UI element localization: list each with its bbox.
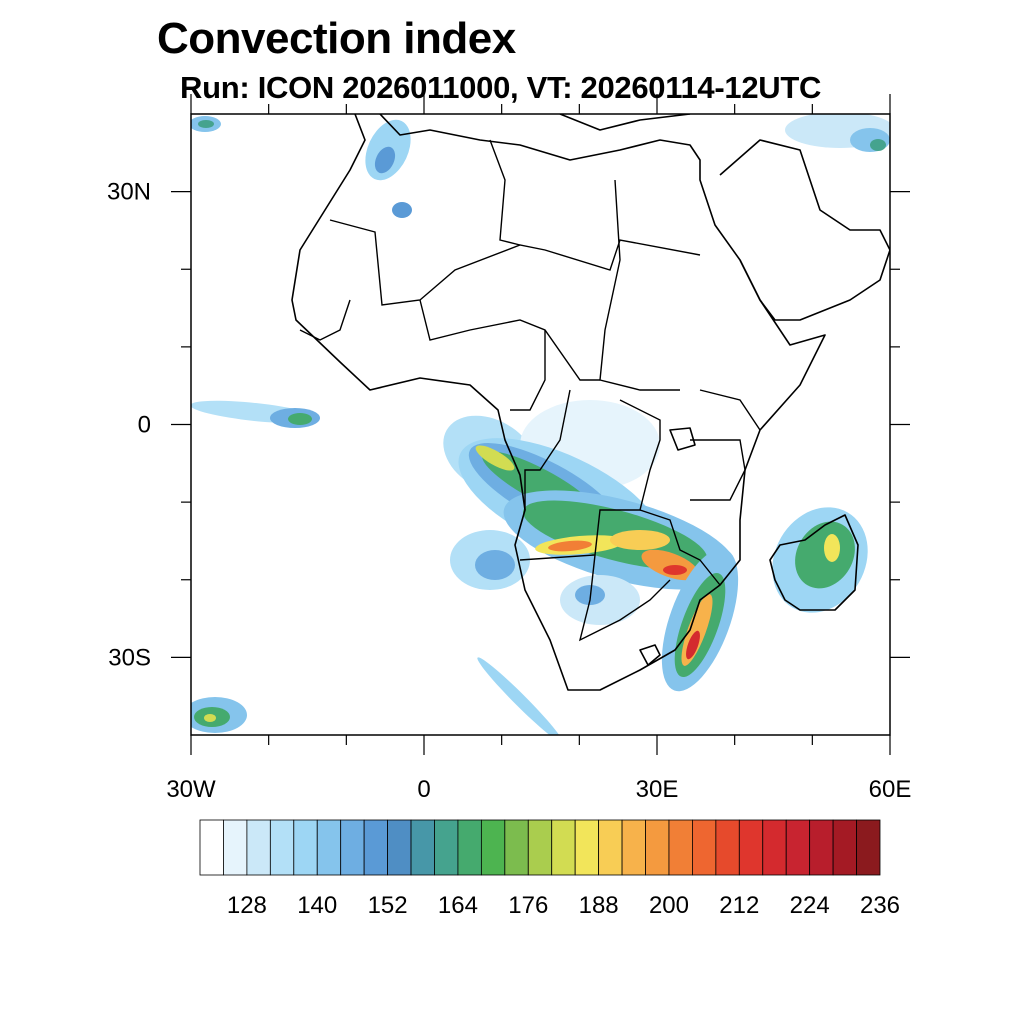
- coastlines: [291, 114, 890, 691]
- lat-tick-label: 30N: [107, 179, 151, 206]
- colorbar-swatch: [621, 819, 646, 876]
- colorbar-swatch: [668, 819, 693, 876]
- convection-cell: [795, 521, 855, 589]
- colorbar-label: 128: [227, 892, 267, 919]
- border-line: [489, 139, 521, 246]
- convection-cell: [870, 139, 886, 151]
- axis-ticks: [171, 94, 910, 755]
- colorbar-swatch: [246, 819, 271, 876]
- colorbar-swatch: [387, 819, 412, 876]
- colorbar-swatch: [480, 819, 506, 876]
- colorbar-label: 164: [438, 892, 478, 919]
- border-line: [510, 330, 546, 411]
- lat-tick-label: 30S: [108, 644, 151, 671]
- convection-cell: [548, 540, 592, 552]
- colorbar-swatch: [504, 819, 529, 876]
- colorbar-swatch: [223, 819, 248, 876]
- axis-tick-labels: 30N 0 30S 30W 0 30E 60E: [107, 179, 911, 803]
- convection-cell: [204, 714, 216, 722]
- lon-tick-label: 30E: [636, 776, 679, 803]
- colorbar-label: 152: [368, 892, 408, 919]
- map-subtitle: Run: ICON 2026011000, VT: 20260114-12UTC: [180, 70, 822, 105]
- colorbar-swatch: [293, 819, 318, 876]
- colorbar-swatch: [410, 819, 435, 876]
- border-line: [329, 219, 701, 306]
- colorbar-swatch: [809, 819, 834, 876]
- border-line: [578, 554, 671, 642]
- colorbar-swatch: [434, 819, 459, 876]
- country-borders: [299, 139, 761, 642]
- colorbar-swatch: [715, 819, 740, 876]
- lon-tick-label: 30W: [166, 776, 216, 803]
- convection-field: [191, 114, 890, 735]
- colorbar-swatch: [340, 819, 365, 876]
- lon-tick-label: 0: [417, 776, 430, 803]
- convection-cell: [198, 120, 214, 128]
- colorbar-swatch: [832, 819, 857, 876]
- border-line: [519, 399, 661, 561]
- lesotho-border: [639, 644, 661, 666]
- colorbar-label: 200: [649, 892, 689, 919]
- convection-cell: [392, 202, 412, 218]
- convection-cell: [288, 413, 312, 425]
- colorbar-label: 224: [790, 892, 830, 919]
- lon-tick-label: 60E: [869, 776, 912, 803]
- colorbar-swatch: [598, 819, 623, 876]
- convection-cell: [824, 534, 840, 562]
- convection-cell: [374, 146, 396, 174]
- colorbar-swatch: [316, 819, 342, 876]
- colorbar-label: 236: [860, 892, 900, 919]
- lake-victoria: [669, 427, 696, 451]
- convection-cell: [663, 565, 687, 575]
- colorbar: 128 140 152 164 176 188 200 212 224 236: [199, 819, 900, 919]
- border-line: [699, 389, 761, 431]
- border-line: [599, 179, 680, 391]
- colorbar-swatch: [199, 819, 224, 876]
- border-line: [299, 299, 351, 341]
- convection-cell: [477, 657, 563, 735]
- colorbar-label: 188: [579, 892, 619, 919]
- africa-coastline: [291, 114, 826, 691]
- convection-cell: [686, 630, 700, 660]
- colorbar-swatch: [574, 819, 600, 876]
- colorbar-swatch: [645, 819, 670, 876]
- colorbar-label: 140: [297, 892, 337, 919]
- colorbar-swatch: [738, 819, 764, 876]
- arabia-coastline: [719, 139, 890, 321]
- border-line: [419, 299, 600, 381]
- madagascar-coastline: [769, 514, 859, 611]
- lat-tick-label: 0: [138, 412, 151, 439]
- colorbar-swatch: [551, 819, 576, 876]
- colorbar-label: 212: [719, 892, 759, 919]
- map-title: Convection index: [157, 14, 516, 63]
- colorbar-swatch: [269, 819, 295, 876]
- colorbar-label: 176: [508, 892, 548, 919]
- border-line: [639, 509, 721, 586]
- colorbar-swatch: [785, 819, 811, 876]
- convection-cell: [475, 445, 515, 471]
- colorbar-swatch: [856, 819, 881, 876]
- convection-cell: [610, 530, 670, 550]
- colorbar-swatch: [762, 819, 787, 876]
- colorbar-swatch: [457, 819, 482, 876]
- europe-coastline: [559, 114, 691, 131]
- colorbar-swatch: [692, 819, 717, 876]
- border-line: [690, 439, 746, 501]
- colorbar-swatch: [527, 819, 553, 876]
- border-line: [524, 389, 571, 510]
- colorbar-swatch: [363, 819, 388, 876]
- convection-cell: [475, 550, 515, 580]
